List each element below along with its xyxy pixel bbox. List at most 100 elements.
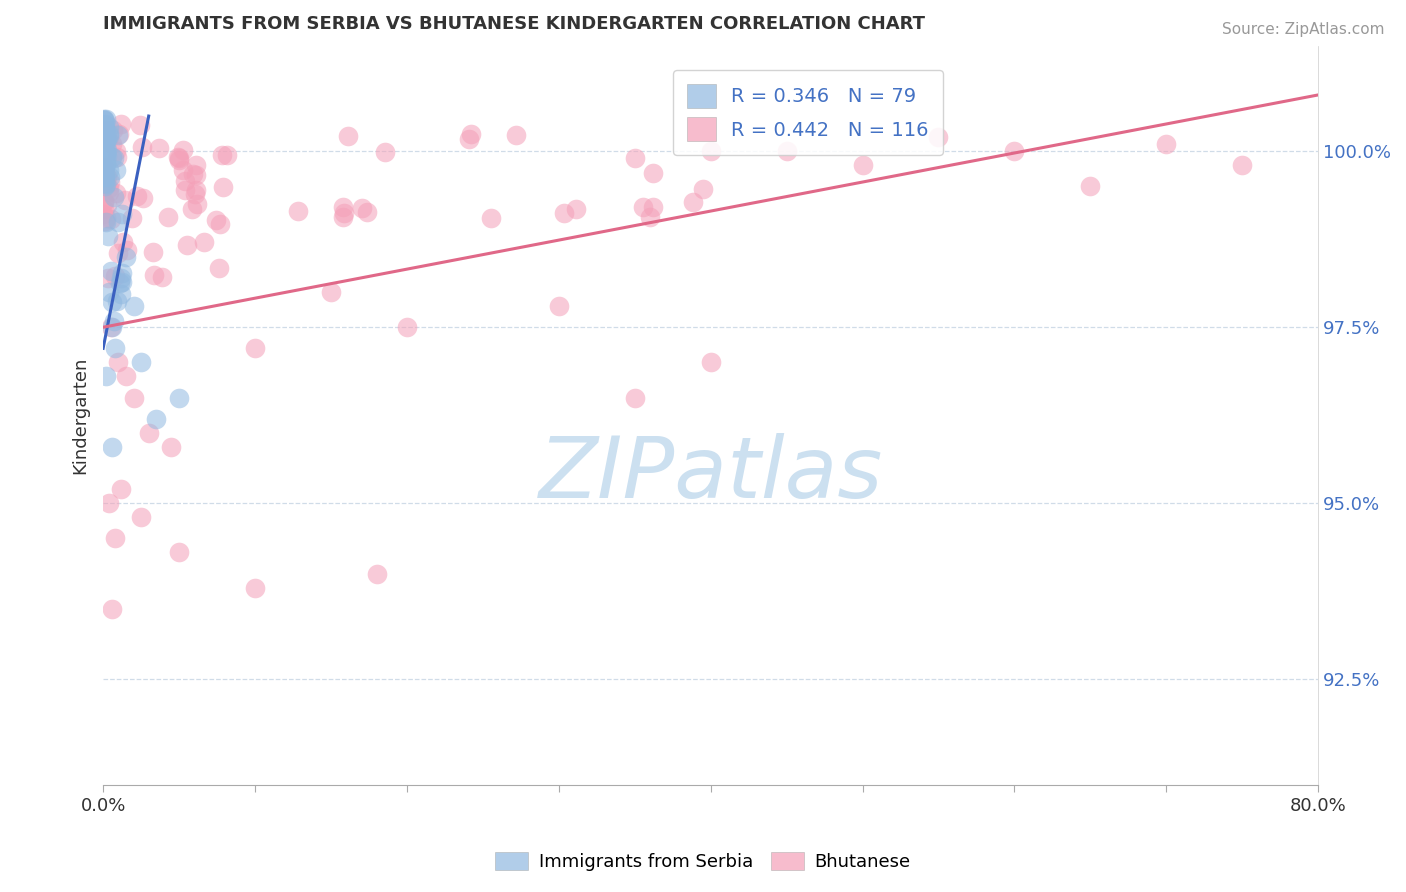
- Point: [132, 191, 155, 205]
- Point: [173, 174, 195, 188]
- Point: [96, 143, 118, 157]
- Point: [1078, 179, 1101, 194]
- Legend: Immigrants from Serbia, Bhutanese: Immigrants from Serbia, Bhutanese: [488, 845, 918, 879]
- Point: [623, 391, 645, 405]
- Point: [93, 160, 115, 174]
- Point: [93, 118, 115, 132]
- Point: [93, 158, 115, 172]
- Point: [110, 482, 132, 496]
- Point: [129, 118, 152, 132]
- Point: [93, 160, 115, 174]
- Point: [101, 601, 124, 615]
- Point: [148, 140, 170, 154]
- Point: [96, 133, 118, 147]
- Point: [505, 128, 527, 142]
- Point: [93, 122, 115, 136]
- Point: [638, 211, 661, 225]
- Point: [94, 156, 117, 170]
- Point: [208, 217, 231, 231]
- Point: [100, 320, 122, 334]
- Point: [643, 200, 665, 214]
- Point: [91, 146, 114, 161]
- Point: [104, 186, 127, 200]
- Point: [93, 148, 115, 162]
- Point: [93, 137, 115, 152]
- Point: [94, 117, 117, 131]
- Point: [115, 250, 138, 264]
- Point: [98, 170, 121, 185]
- Point: [93, 119, 115, 133]
- Point: [94, 211, 117, 226]
- Point: [93, 135, 115, 149]
- Point: [93, 123, 115, 137]
- Point: [101, 123, 124, 137]
- Point: [1230, 158, 1253, 172]
- Point: [96, 155, 118, 169]
- Point: [186, 197, 208, 211]
- Point: [212, 180, 235, 194]
- Point: [94, 112, 117, 127]
- Point: [91, 158, 114, 172]
- Point: [160, 440, 183, 454]
- Point: [107, 355, 129, 369]
- Point: [93, 125, 115, 139]
- Point: [101, 136, 124, 151]
- Point: [104, 532, 127, 546]
- Point: [366, 566, 388, 581]
- Point: [181, 167, 204, 181]
- Point: [91, 177, 114, 191]
- Point: [97, 128, 120, 143]
- Point: [107, 294, 129, 309]
- Point: [631, 200, 654, 214]
- Point: [96, 149, 118, 163]
- Point: [114, 193, 136, 207]
- Point: [332, 200, 354, 214]
- Point: [93, 123, 115, 137]
- Point: [682, 194, 704, 209]
- Point: [98, 186, 121, 200]
- Point: [107, 128, 129, 142]
- Point: [204, 213, 226, 227]
- Point: [105, 150, 128, 164]
- Point: [94, 166, 117, 180]
- Point: [129, 355, 152, 369]
- Point: [91, 129, 114, 144]
- Point: [851, 158, 873, 172]
- Point: [93, 173, 115, 187]
- Point: [103, 313, 125, 327]
- Point: [350, 201, 373, 215]
- Point: [98, 285, 121, 299]
- Point: [692, 182, 714, 196]
- Point: [332, 210, 354, 224]
- Point: [96, 131, 118, 145]
- Point: [108, 127, 131, 141]
- Text: ZIPatlas: ZIPatlas: [538, 433, 883, 516]
- Point: [138, 425, 160, 440]
- Y-axis label: Kindergarten: Kindergarten: [72, 357, 89, 474]
- Point: [98, 175, 121, 189]
- Point: [207, 261, 229, 276]
- Point: [641, 166, 664, 180]
- Point: [100, 264, 122, 278]
- Point: [1154, 137, 1177, 152]
- Point: [100, 212, 122, 227]
- Point: [93, 113, 115, 128]
- Point: [93, 202, 115, 216]
- Point: [93, 125, 115, 139]
- Point: [93, 150, 115, 164]
- Point: [108, 276, 131, 290]
- Point: [356, 205, 378, 219]
- Point: [110, 117, 132, 131]
- Point: [131, 140, 153, 154]
- Point: [94, 169, 117, 184]
- Point: [94, 179, 117, 194]
- Point: [93, 132, 115, 146]
- Point: [91, 150, 114, 164]
- Point: [97, 181, 120, 195]
- Point: [103, 190, 125, 204]
- Point: [110, 286, 132, 301]
- Point: [104, 268, 127, 283]
- Point: [97, 271, 120, 285]
- Point: [93, 112, 115, 126]
- Point: [96, 170, 118, 185]
